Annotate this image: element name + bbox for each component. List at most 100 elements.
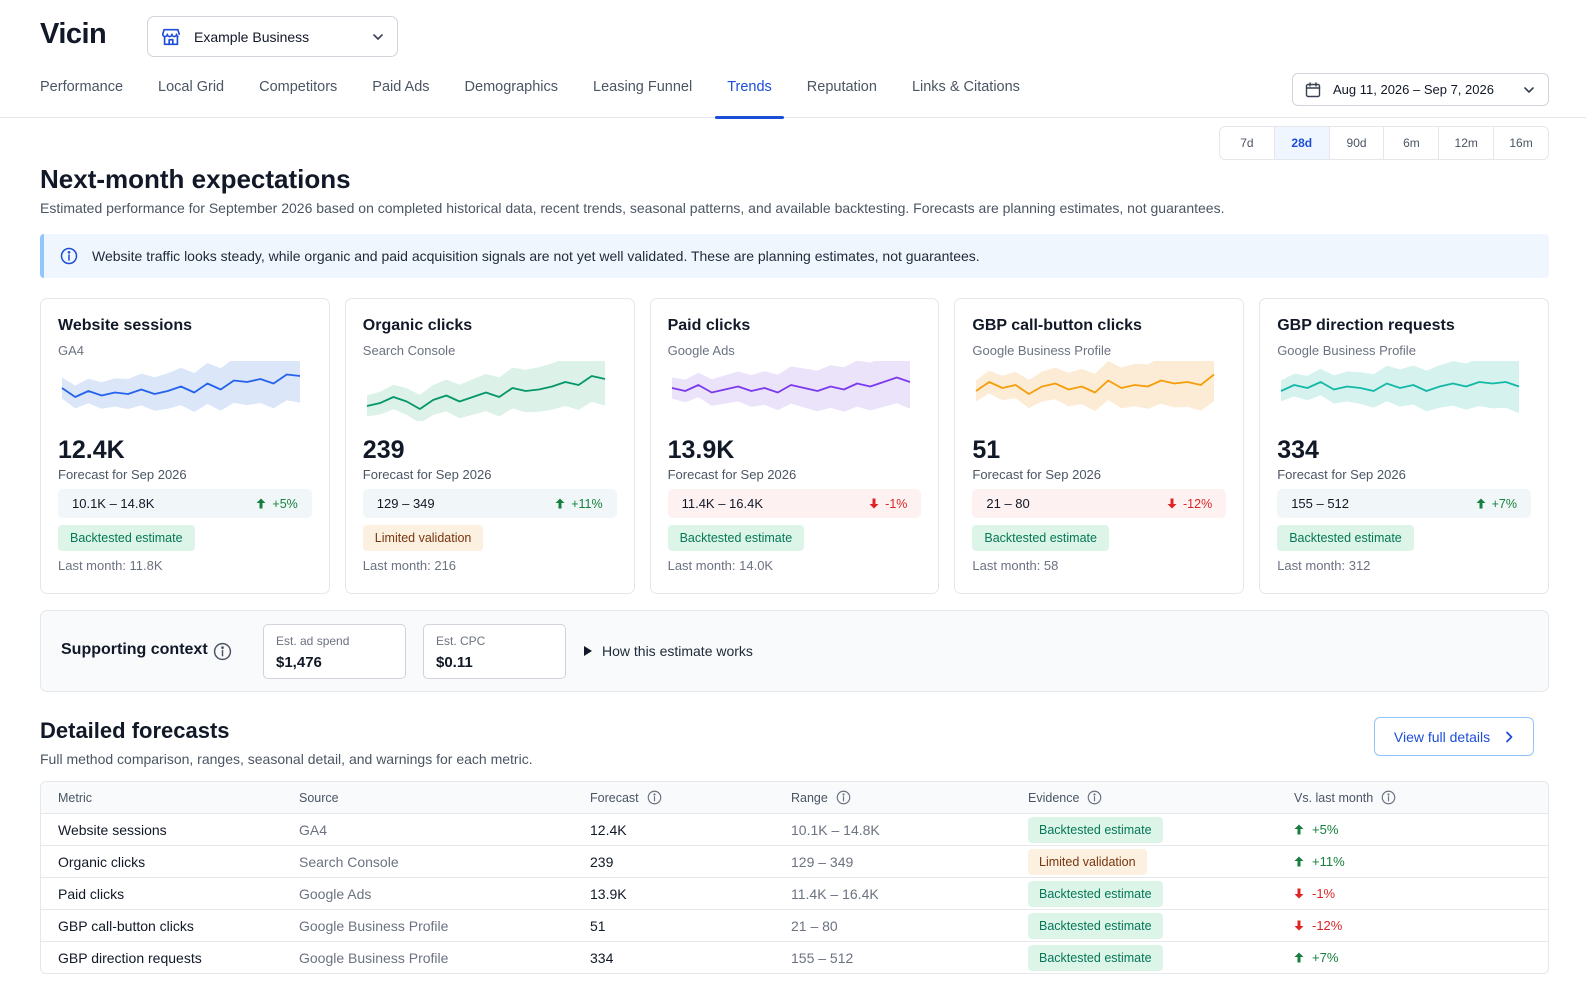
- cell-range: 129 – 349: [791, 853, 854, 870]
- forecast-card[interactable]: Website sessions GA4 12.4K Forecast for …: [40, 298, 330, 594]
- last-month: Last month: 216: [362, 558, 457, 573]
- arrow-down-icon: [869, 498, 879, 509]
- last-month: Last month: 11.8K: [58, 558, 163, 573]
- forecast-range: 10.1K – 14.8K +5%: [58, 489, 312, 518]
- forecast-value: 13.9K: [667, 436, 735, 464]
- spark-line: [671, 376, 910, 394]
- range-12m[interactable]: 12m: [1439, 127, 1495, 159]
- forecast-value: 239: [362, 436, 405, 464]
- forecast-range: 21 – 80 -12%: [972, 489, 1227, 518]
- range-text: 155 – 512: [1291, 496, 1350, 511]
- evidence-badge: Backtested estimate: [1028, 880, 1163, 907]
- stat-label: Est. ad spend: [276, 634, 350, 648]
- store-icon: [161, 28, 181, 45]
- forecast-label: Forecast for Sep 2026: [1277, 467, 1406, 482]
- tab-reputation[interactable]: Reputation: [806, 79, 877, 95]
- range-90d[interactable]: 90d: [1330, 127, 1385, 159]
- range-28d[interactable]: 28d: [1274, 127, 1330, 159]
- col-label: Forecast: [590, 790, 639, 805]
- delta-text: +11%: [571, 496, 603, 511]
- page-subtitle: Estimated performance for September 2026…: [40, 200, 1225, 216]
- cell-forecast: 334: [590, 949, 614, 966]
- forecast-card[interactable]: Paid clicks Google Ads 13.9K Forecast fo…: [649, 298, 940, 594]
- card-source: Google Business Profile: [1277, 343, 1416, 358]
- forecast-cards: Website sessions GA4 12.4K Forecast for …: [40, 298, 1549, 594]
- arrow-up-icon: [256, 498, 266, 509]
- range-16m[interactable]: 16m: [1509, 136, 1533, 150]
- info-icon[interactable]: [647, 790, 662, 805]
- details-subtitle: Full method comparison, ranges, seasonal…: [40, 751, 533, 767]
- spark-line: [975, 373, 1215, 395]
- how-estimate-works-toggle[interactable]: How this estimate works: [584, 643, 753, 659]
- cpc-stat: Est. CPC $0.11: [423, 624, 566, 679]
- tab-competitors[interactable]: Competitors: [259, 79, 338, 95]
- caret-right-icon: [584, 646, 592, 656]
- delta-cell: +5%: [1294, 822, 1338, 837]
- cell-range: 10.1K – 14.8K: [791, 821, 880, 838]
- spark-line: [1280, 381, 1520, 392]
- info-icon[interactable]: [1087, 790, 1102, 805]
- tab-demographics[interactable]: Demographics: [464, 79, 559, 95]
- cell-forecast: 239: [590, 853, 614, 870]
- delta-text: -1%: [1312, 885, 1336, 901]
- how-label: How this estimate works: [602, 643, 753, 659]
- tab-local-grid[interactable]: Local Grid: [158, 79, 225, 95]
- cell-metric: GBP direction requests: [58, 949, 202, 966]
- forecast-card[interactable]: GBP direction requests Google Business P…: [1259, 298, 1549, 594]
- range-text: 11.4K – 16.4K: [681, 496, 764, 511]
- tab-leasing-funnel[interactable]: Leasing Funnel: [593, 79, 693, 95]
- forecast-table: Metric Source Forecast Range Evidence Vs…: [40, 781, 1549, 974]
- card-title: Website sessions: [58, 317, 192, 334]
- forecast-range: 11.4K – 16.4K -1%: [667, 489, 922, 518]
- forecast-value: 12.4K: [58, 436, 125, 464]
- stat-value: $0.11: [436, 654, 473, 671]
- col-range: Range: [791, 790, 1028, 805]
- details-title: Detailed forecasts: [40, 718, 230, 743]
- sparkline-chart: [366, 361, 605, 421]
- tab-paid-ads[interactable]: Paid Ads: [372, 79, 430, 95]
- range-text: 129 – 349: [376, 496, 435, 511]
- cell-metric: Website sessions: [58, 821, 167, 838]
- info-icon[interactable]: [836, 790, 851, 805]
- table-header: Metric Source Forecast Range Evidence Vs…: [41, 782, 1548, 813]
- sparkline-chart: [671, 361, 910, 412]
- tab-trends[interactable]: Trends: [715, 70, 784, 119]
- col-label: Vs. last month: [1294, 790, 1374, 805]
- tab-links-citations[interactable]: Links & Citations: [911, 79, 1020, 95]
- evidence-badge: Backtested estimate: [1028, 816, 1163, 843]
- delta-cell: +11%: [1294, 854, 1345, 869]
- range-7d[interactable]: 7d: [1220, 127, 1275, 159]
- table-row[interactable]: Website sessions GA4 12.4K 10.1K – 14.8K…: [41, 813, 1548, 845]
- date-range-picker[interactable]: Aug 11, 2026 – Sep 7, 2026: [1292, 73, 1549, 106]
- col-evidence: Evidence: [1028, 790, 1294, 805]
- forecast-value: 334: [1277, 436, 1319, 464]
- cell-source: Google Business Profile: [299, 917, 449, 934]
- table-row[interactable]: Paid clicks Google Ads 13.9K 11.4K – 16.…: [41, 877, 1548, 909]
- delta-text: -12%: [1312, 917, 1343, 933]
- tab-performance[interactable]: Performance: [40, 79, 124, 95]
- cell-source: Google Ads: [299, 885, 372, 902]
- view-full-details-button[interactable]: View full details: [1374, 717, 1534, 756]
- business-select[interactable]: Example Business: [147, 16, 398, 57]
- forecast-card[interactable]: Organic clicks Search Console 239 Foreca…: [344, 298, 635, 594]
- table-row[interactable]: Organic clicks Search Console 239 129 – …: [41, 845, 1548, 877]
- delta-badge: -1%: [869, 497, 907, 511]
- info-icon[interactable]: [213, 642, 232, 661]
- table-row[interactable]: GBP call-button clicks Google Business P…: [41, 909, 1548, 941]
- evidence-badge: Limited validation: [1028, 848, 1147, 875]
- cell-forecast: 13.9K: [590, 885, 627, 902]
- cell-source: Google Business Profile: [299, 949, 449, 966]
- info-icon[interactable]: [1381, 790, 1396, 805]
- info-banner: Website traffic looks steady, while orga…: [40, 234, 1549, 278]
- forecast-range: 129 – 349 +11%: [362, 489, 617, 518]
- forecast-label: Forecast for Sep 2026: [972, 467, 1102, 482]
- range-6m[interactable]: 6m: [1384, 127, 1440, 159]
- forecast-card[interactable]: GBP call-button clicks Google Business P…: [954, 298, 1245, 594]
- card-title: GBP direction requests: [1277, 317, 1455, 334]
- arrow-up-icon: [1294, 824, 1304, 834]
- card-title: Organic clicks: [362, 317, 473, 334]
- arrow-down-icon: [1294, 920, 1304, 930]
- table-row[interactable]: GBP direction requests Google Business P…: [41, 941, 1548, 973]
- info-icon: [60, 247, 78, 265]
- evidence-badge: Limited validation: [362, 525, 484, 551]
